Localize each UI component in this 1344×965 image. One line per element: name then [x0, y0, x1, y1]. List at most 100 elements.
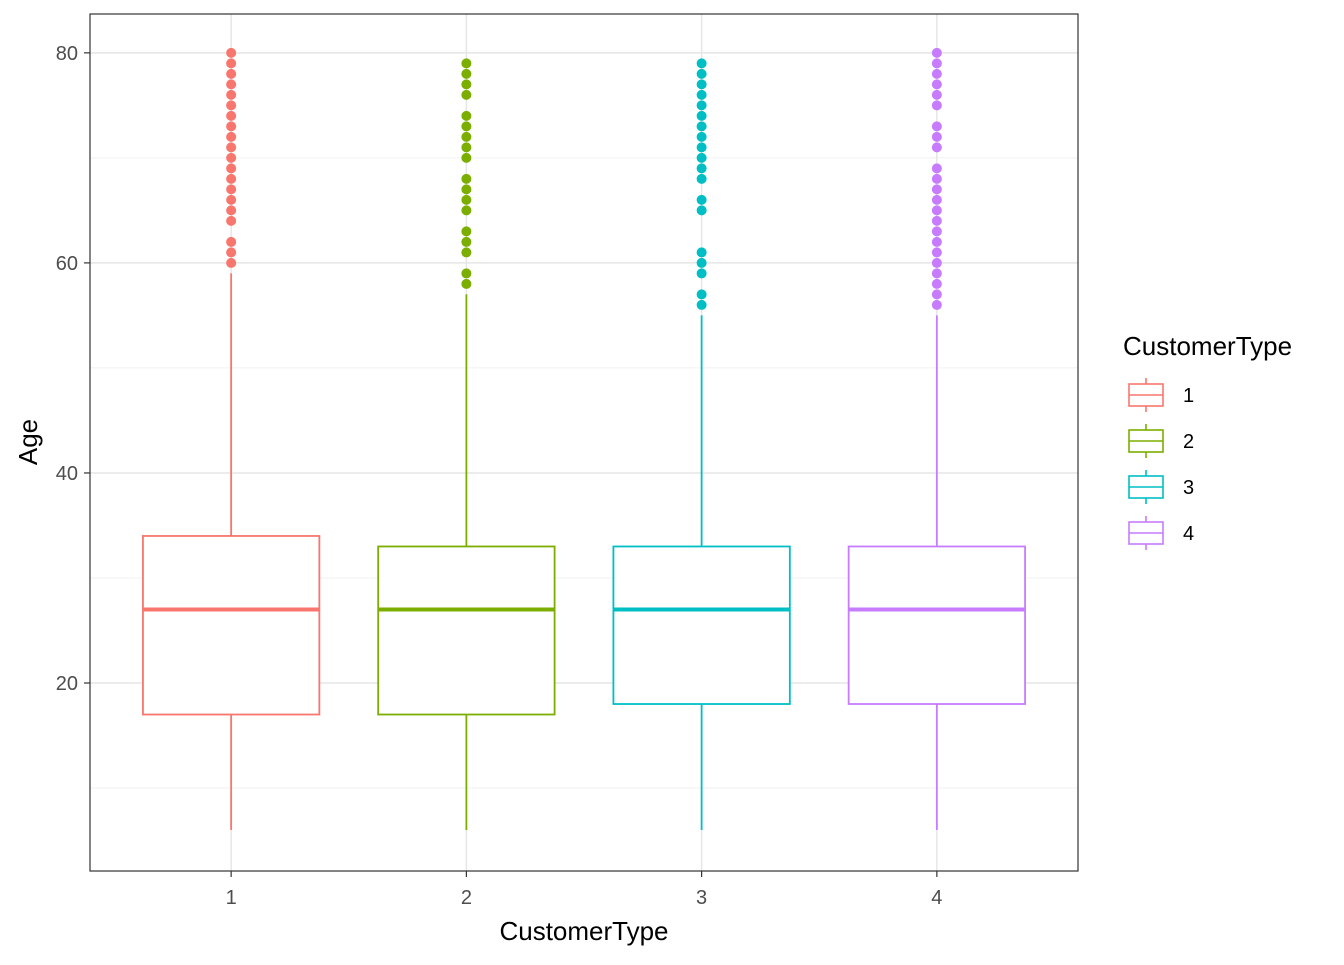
- box-group-2: [377, 58, 556, 831]
- outlier-point: [461, 79, 472, 90]
- outlier-point: [931, 215, 942, 226]
- outlier-point: [461, 152, 472, 163]
- outlier-point: [226, 173, 237, 184]
- outlier-point: [931, 247, 942, 258]
- outlier-point: [461, 278, 472, 289]
- outlier-point: [226, 247, 237, 258]
- outlier-point: [931, 68, 942, 79]
- outlier-point: [931, 278, 942, 289]
- x-tick-label: 4: [931, 887, 942, 909]
- legend: CustomerType 1 2 3 4: [1123, 331, 1292, 550]
- outlier-point: [931, 194, 942, 205]
- outlier-point: [461, 142, 472, 153]
- outlier-point: [696, 79, 707, 90]
- outlier-point: [696, 163, 707, 174]
- y-axis-title: Age: [13, 419, 43, 465]
- outlier-point: [461, 226, 472, 237]
- box-iqr: [612, 545, 791, 705]
- outlier-point: [461, 205, 472, 216]
- outlier-point: [461, 110, 472, 121]
- outlier-point: [696, 121, 707, 132]
- outlier-point: [931, 173, 942, 184]
- outlier-point: [696, 205, 707, 216]
- outlier-point: [696, 131, 707, 142]
- outlier-point: [226, 68, 237, 79]
- outlier-point: [226, 236, 237, 247]
- outlier-point: [931, 257, 942, 268]
- outlier-point: [931, 289, 942, 300]
- outlier-point: [931, 89, 942, 100]
- outlier-point: [696, 257, 707, 268]
- legend-label: 3: [1183, 477, 1194, 499]
- legend-items: 1 2 3 4: [1128, 378, 1194, 550]
- outlier-point: [696, 58, 707, 69]
- y-tick-label: 20: [56, 673, 78, 695]
- outlier-point: [931, 47, 942, 58]
- y-tick-label: 60: [56, 253, 78, 275]
- outlier-point: [226, 184, 237, 195]
- outlier-point: [696, 152, 707, 163]
- outlier-point: [461, 68, 472, 79]
- outlier-point: [931, 142, 942, 153]
- outlier-point: [226, 163, 237, 174]
- outlier-point: [696, 142, 707, 153]
- legend-item-3: 3: [1128, 470, 1194, 504]
- outlier-point: [931, 299, 942, 310]
- outlier-point: [931, 131, 942, 142]
- outlier-point: [226, 142, 237, 153]
- box-group-4: [847, 47, 1026, 831]
- outlier-point: [461, 184, 472, 195]
- outlier-point: [226, 205, 237, 216]
- box-group-1: [142, 47, 321, 831]
- outlier-point: [696, 173, 707, 184]
- outlier-point: [931, 58, 942, 69]
- outlier-point: [461, 58, 472, 69]
- outlier-point: [696, 289, 707, 300]
- outlier-point: [931, 79, 942, 90]
- outlier-point: [461, 173, 472, 184]
- outlier-point: [226, 79, 237, 90]
- box-iqr: [377, 545, 556, 716]
- legend-label: 1: [1183, 385, 1194, 407]
- outlier-point: [226, 257, 237, 268]
- outlier-point: [696, 299, 707, 310]
- outlier-point: [931, 121, 942, 132]
- outlier-point: [226, 152, 237, 163]
- outlier-point: [931, 226, 942, 237]
- outlier-point: [226, 121, 237, 132]
- y-tick-label: 40: [56, 463, 78, 485]
- box-iqr: [142, 535, 321, 716]
- outlier-point: [696, 194, 707, 205]
- x-tick-label: 2: [461, 887, 472, 909]
- outlier-point: [461, 121, 472, 132]
- legend-label: 4: [1183, 523, 1194, 545]
- outlier-point: [226, 215, 237, 226]
- x-tick-label: 1: [226, 887, 237, 909]
- outlier-point: [226, 110, 237, 121]
- plot-panel: [90, 14, 1078, 871]
- x-tick-label: 3: [696, 887, 707, 909]
- legend-item-4: 4: [1128, 516, 1194, 550]
- legend-title: CustomerType: [1123, 331, 1292, 361]
- box-series: [142, 47, 1026, 831]
- outlier-point: [461, 247, 472, 258]
- outlier-point: [931, 163, 942, 174]
- outlier-point: [226, 131, 237, 142]
- outlier-point: [696, 110, 707, 121]
- outlier-point: [696, 100, 707, 111]
- outlier-point: [931, 100, 942, 111]
- outlier-point: [461, 131, 472, 142]
- legend-item-2: 2: [1128, 424, 1194, 458]
- legend-item-1: 1: [1128, 378, 1194, 412]
- legend-label: 2: [1183, 431, 1194, 453]
- outlier-point: [461, 194, 472, 205]
- outlier-point: [696, 247, 707, 258]
- outlier-point: [931, 184, 942, 195]
- outlier-point: [461, 268, 472, 279]
- outlier-point: [931, 205, 942, 216]
- plot-border: [89, 13, 1079, 872]
- outlier-point: [461, 89, 472, 100]
- outlier-point: [461, 236, 472, 247]
